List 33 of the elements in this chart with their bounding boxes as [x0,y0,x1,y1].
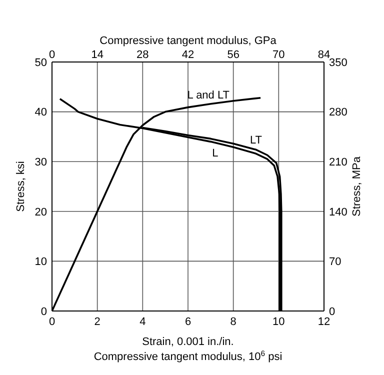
x2-tick-label: 0 [48,49,56,61]
x2-axis-title: Compressive tangent modulus, GPa [100,35,278,47]
x-tick-label: 6 [184,316,192,328]
x2-tick-label: 14 [91,49,104,61]
x-tick-label: 2 [94,316,100,328]
y2-tick-label: 140 [329,206,348,218]
y-tick-label: 50 [34,56,47,69]
x2-tick-label: 84 [318,49,330,61]
y-tick-label: 40 [34,106,47,119]
y-tick-label: 10 [34,256,47,268]
x-tick-label: 10 [272,316,285,328]
y2-tick-label: 70 [329,256,342,268]
y2-tick-label: 210 [329,156,348,169]
y-tick-label: 0 [40,306,47,318]
x2-tick-label: 28 [136,49,149,61]
y-tick-label: 30 [34,156,47,169]
y-tick-label: 20 [34,206,47,218]
annotation: L and LT [187,89,230,102]
x-tick-label: 0 [48,316,56,328]
x-tick-label: 12 [318,316,330,328]
x2-tick-label: 70 [272,49,285,61]
x-tick-label: 4 [140,316,146,328]
x2-tick-label: 56 [227,49,240,61]
x2-tick-label: 42 [182,49,194,61]
y2-axis-title: Stress, MPa [351,156,363,216]
y2-tick-label: 0 [329,306,336,318]
annotation: L [212,148,218,160]
y2-tick-label: 280 [329,106,348,119]
x-tick-label: 8 [230,316,236,328]
y2-tick-label: 350 [329,56,348,69]
x-axis-title: Strain, 0.001 in./in. Compressive tangent modulus, 10$^{6}$ psi [94,336,282,363]
y-axis-title: Stress, ksi [15,161,27,212]
annotation: LT [250,134,262,147]
